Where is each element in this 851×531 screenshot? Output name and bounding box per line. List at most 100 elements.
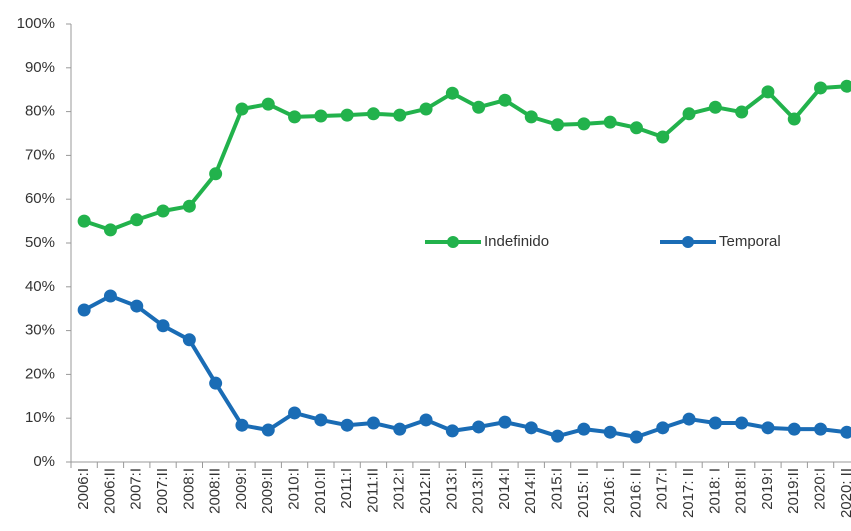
marker: [130, 213, 144, 227]
marker: [603, 115, 617, 129]
marker: [498, 93, 512, 107]
marker: [840, 425, 851, 439]
marker: [103, 223, 117, 237]
y-tick-label: 20%: [25, 365, 55, 382]
x-tick-label: 2019:I: [759, 468, 776, 510]
marker: [551, 118, 565, 132]
y-tick-label: 50%: [25, 234, 55, 251]
marker: [366, 416, 380, 430]
marker: [735, 416, 749, 430]
x-tick-label: 2013:II: [470, 468, 487, 514]
x-tick-label: 2010:II: [312, 468, 329, 514]
x-tick-label: 2007:II: [154, 468, 171, 514]
marker: [235, 418, 249, 432]
x-tick-label: 2008:II: [207, 468, 224, 514]
marker: [498, 415, 512, 429]
x-tick-label: 2020: II: [838, 468, 851, 518]
x-tick-label: 2015:I: [549, 468, 566, 510]
marker: [603, 425, 617, 439]
marker: [761, 421, 775, 435]
legend-marker: [447, 236, 459, 248]
y-tick-label: 90%: [25, 59, 55, 76]
x-tick-label: 2020:I: [812, 468, 829, 510]
marker: [761, 85, 775, 99]
y-tick-label: 10%: [25, 409, 55, 426]
marker: [445, 86, 459, 100]
marker: [288, 110, 302, 124]
x-tick-label: 2009:II: [259, 468, 276, 514]
marker: [445, 424, 459, 438]
x-tick-label: 2006:I: [75, 468, 92, 510]
y-tick-label: 40%: [25, 278, 55, 295]
marker: [708, 100, 722, 114]
marker: [551, 429, 565, 443]
marker: [577, 117, 591, 131]
marker: [340, 418, 354, 432]
marker: [235, 102, 249, 116]
marker: [787, 422, 801, 436]
x-tick-label: 2018:II: [733, 468, 750, 514]
marker: [629, 430, 643, 444]
y-tick-label: 80%: [25, 103, 55, 120]
marker: [77, 303, 91, 317]
x-tick-label: 2006:II: [101, 468, 118, 514]
marker: [656, 130, 670, 144]
x-tick-label: 2018: I: [706, 468, 723, 514]
marker: [524, 110, 538, 124]
x-tick-label: 2014:I: [496, 468, 513, 510]
x-tick-label: 2014:II: [522, 468, 539, 514]
x-tick-label: 2010:I: [286, 468, 303, 510]
marker: [419, 102, 433, 116]
marker: [393, 108, 407, 122]
x-tick-label: 2013:I: [443, 468, 460, 510]
x-tick-label: 2011:II: [364, 468, 381, 513]
y-tick-label: 100%: [17, 15, 55, 32]
marker: [577, 422, 591, 436]
line: [83, 293, 848, 440]
x-tick-label: 2011:I: [338, 468, 355, 509]
marker: [156, 204, 170, 218]
marker: [209, 376, 223, 390]
x-tick-label: 2012:II: [417, 468, 434, 514]
x-tick-label: 2007:I: [128, 468, 145, 510]
marker: [288, 406, 302, 420]
marker: [472, 100, 486, 114]
marker: [261, 423, 275, 437]
marker: [472, 420, 486, 434]
marker: [708, 416, 722, 430]
x-tick-label: 2017: II: [680, 468, 697, 518]
marker: [682, 412, 696, 426]
marker: [77, 214, 91, 228]
x-tick-label: 2009:I: [233, 468, 250, 510]
marker: [840, 79, 851, 93]
legend-label: Indefinido: [484, 233, 549, 250]
marker: [366, 107, 380, 121]
marker: [656, 421, 670, 435]
marker: [814, 81, 828, 95]
marker: [682, 107, 696, 121]
x-tick-label: 2015: II: [575, 468, 592, 518]
x-tick-label: 2008:I: [180, 468, 197, 510]
marker: [524, 421, 538, 435]
marker: [340, 108, 354, 122]
x-tick-label: 2017:I: [654, 468, 671, 510]
y-tick-label: 70%: [25, 146, 55, 163]
y-tick-label: 30%: [25, 322, 55, 339]
marker: [182, 333, 196, 347]
marker: [314, 109, 328, 123]
legend-marker: [682, 236, 694, 248]
x-tick-label: 2012:I: [391, 468, 408, 510]
x-tick-label: 2016: I: [601, 468, 618, 514]
marker: [209, 167, 223, 181]
marker: [182, 199, 196, 213]
marker: [629, 121, 643, 135]
y-tick-label: 60%: [25, 190, 55, 207]
marker: [314, 413, 328, 427]
marker: [261, 97, 275, 111]
x-tick-label: 2016: II: [627, 468, 644, 518]
legend-label: Temporal: [719, 233, 781, 250]
marker: [735, 105, 749, 119]
marker: [156, 319, 170, 333]
marker: [814, 422, 828, 436]
